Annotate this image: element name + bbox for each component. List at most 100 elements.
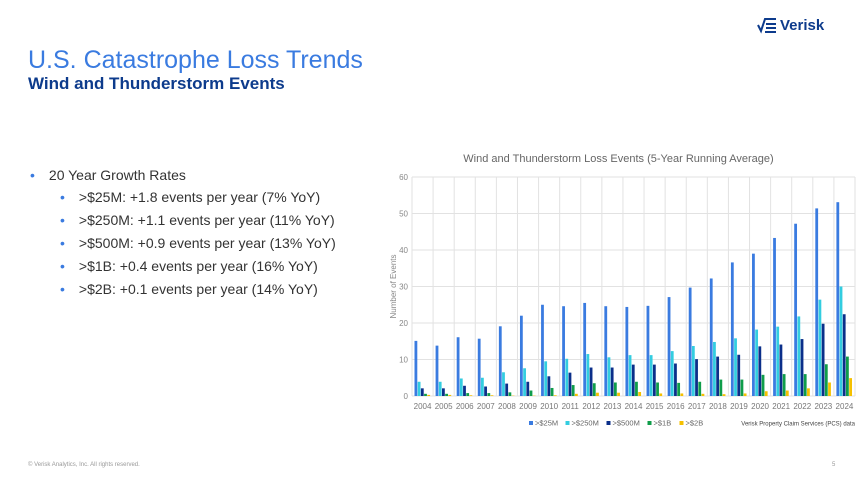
bar-1b xyxy=(846,356,849,396)
bar-1b xyxy=(508,392,512,396)
bullet-item: >$500M: +0.9 events per year (13% YoY) xyxy=(78,235,336,251)
bar-250m xyxy=(438,381,442,396)
bar-500m xyxy=(547,376,551,396)
logo-text: Verisk xyxy=(780,16,825,34)
legend-swatch xyxy=(647,421,652,425)
x-tick-label: 2015 xyxy=(646,402,664,411)
bar-2b xyxy=(617,392,620,396)
bar-2b xyxy=(596,392,599,396)
bar-500m xyxy=(695,359,698,396)
bar-1b xyxy=(782,374,786,396)
bar-500m xyxy=(631,364,635,396)
bar-500m xyxy=(716,356,720,396)
legend-label: >$250M xyxy=(572,419,599,428)
bullet-item: >$25M: +1.8 events per year (7% YoY) xyxy=(78,189,321,205)
bar-500m xyxy=(463,385,466,396)
bar-500m xyxy=(610,367,614,396)
bar-2b xyxy=(553,395,557,396)
bar-25m xyxy=(773,237,776,396)
x-tick-label: 2013 xyxy=(604,402,622,411)
bar-500m xyxy=(589,367,593,396)
bar-500m xyxy=(568,372,572,396)
bar-250m xyxy=(649,355,653,396)
y-tick-label: 50 xyxy=(399,210,408,219)
y-tick-label: 60 xyxy=(399,173,408,182)
chart-source: Verisk Property Claim Services (PCS) dat… xyxy=(741,422,855,428)
bar-1b xyxy=(445,393,448,396)
bar-25m xyxy=(815,208,819,396)
bar-25m xyxy=(625,306,629,396)
bar-2b xyxy=(490,395,494,396)
y-axis-label: Number of Events xyxy=(389,254,398,318)
bar-500m xyxy=(420,388,424,396)
bar-500m xyxy=(441,388,445,396)
bar-2b xyxy=(743,393,747,396)
x-tick-label: 2012 xyxy=(582,402,600,411)
x-tick-label: 2018 xyxy=(709,402,727,411)
x-tick-label: 2021 xyxy=(772,402,790,411)
bar-1b xyxy=(677,382,681,396)
bar-1b xyxy=(656,382,659,396)
bar-2b xyxy=(828,382,831,396)
bar-250m xyxy=(797,316,801,396)
bar-1b xyxy=(487,393,491,396)
x-tick-label: 2008 xyxy=(498,402,516,411)
bar-1b xyxy=(803,374,807,396)
growth-rates-list: • 20 Year Growth Rates • >$25M: +1.8 event… xyxy=(30,167,336,297)
legend-label: >$1B xyxy=(654,419,672,428)
bar-25m xyxy=(688,287,692,396)
bar-250m xyxy=(818,299,822,396)
bar-2b xyxy=(849,378,853,396)
bar-25m xyxy=(604,306,608,396)
bar-500m xyxy=(842,314,846,396)
bar-2b xyxy=(427,394,431,396)
bar-500m xyxy=(505,383,509,396)
bar-25m xyxy=(646,305,650,396)
legend-swatch xyxy=(529,421,533,425)
bar-250m xyxy=(628,355,632,396)
bar-500m xyxy=(779,344,783,396)
x-tick-label: 2011 xyxy=(562,402,580,411)
verisk-logo: Verisk xyxy=(757,16,824,34)
y-tick-label: 10 xyxy=(399,356,408,365)
bar-500m xyxy=(674,363,677,396)
bar-1b xyxy=(550,387,554,396)
bar-2b xyxy=(807,388,810,396)
bar-25m xyxy=(794,223,798,396)
bar-2b xyxy=(469,395,473,396)
x-tick-label: 2005 xyxy=(435,402,453,411)
x-tick-label: 2004 xyxy=(414,402,432,411)
bar-2b xyxy=(448,394,452,396)
bar-500m xyxy=(821,323,825,396)
bar-1b xyxy=(424,393,427,396)
bar-25m xyxy=(667,297,671,396)
bar-25m xyxy=(414,340,418,396)
chart-title: Wind and Thunderstorm Loss Events (5-Yea… xyxy=(463,153,773,165)
bar-1b xyxy=(635,381,638,396)
bar-25m xyxy=(519,315,523,396)
bar-2b xyxy=(659,393,663,396)
page-subtitle: Wind and Thunderstorm Events xyxy=(28,74,285,93)
bar-500m xyxy=(758,346,762,396)
x-tick-label: 2014 xyxy=(625,402,643,411)
bar-250m xyxy=(713,341,716,396)
bar-25m xyxy=(836,202,840,396)
page-title: U.S. Catastrophe Loss Trends xyxy=(28,46,363,74)
bar-25m xyxy=(709,278,713,396)
bar-25m xyxy=(541,304,544,396)
bar-250m xyxy=(502,372,505,396)
verisk-logo-icon xyxy=(757,18,776,34)
bar-2b xyxy=(701,393,705,396)
y-tick-label: 0 xyxy=(404,392,409,401)
legend-label: >$500M xyxy=(613,419,640,428)
bar-2b xyxy=(638,391,642,396)
x-tick-label: 2019 xyxy=(730,402,748,411)
bar-1b xyxy=(719,379,723,396)
bar-2b xyxy=(574,393,578,396)
bar-250m xyxy=(586,354,590,396)
bar-500m xyxy=(800,339,804,396)
bar-1b xyxy=(592,383,596,396)
x-tick-label: 2009 xyxy=(519,402,537,411)
bar-25m xyxy=(562,306,565,396)
bar-1b xyxy=(613,382,617,396)
